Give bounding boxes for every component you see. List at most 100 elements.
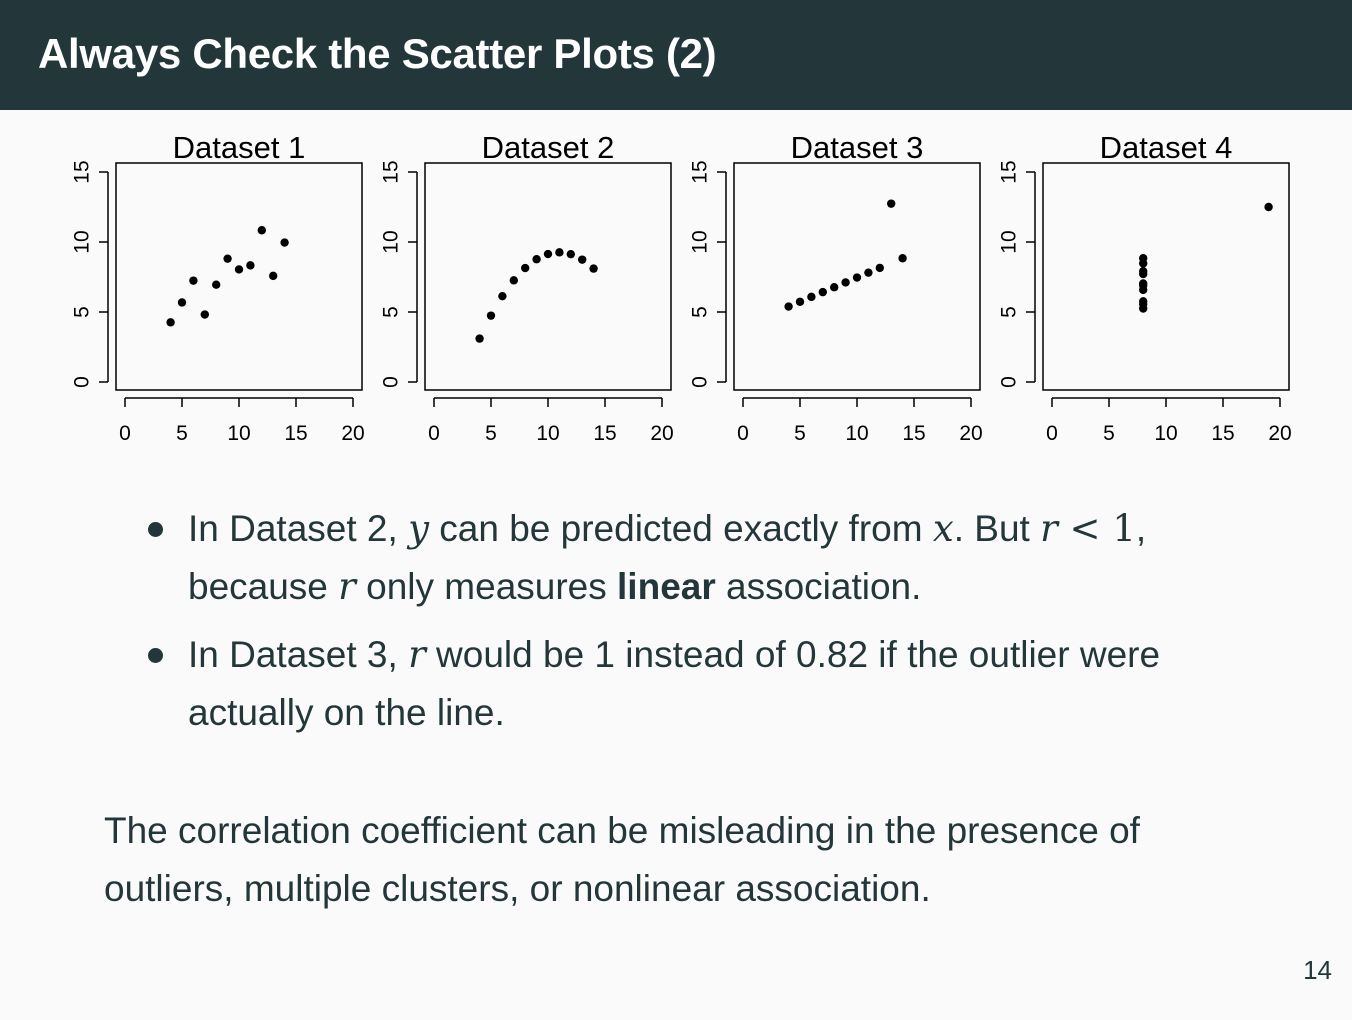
plot-frame (115, 162, 363, 391)
x-tick-label: 10 (1154, 422, 1177, 445)
x-tick-label: 20 (1268, 422, 1291, 445)
y-tick-label: 0 (998, 376, 1021, 388)
x-tick-label: 15 (902, 422, 925, 445)
data-point (246, 261, 255, 270)
plot-title: Dataset 1 (173, 130, 306, 165)
y-tick-label: 0 (71, 376, 94, 388)
data-point (177, 298, 187, 307)
y-tick-label: 15 (71, 160, 94, 183)
y-tick-label: 0 (689, 376, 712, 388)
data-point (521, 263, 530, 273)
x-tick-label: 5 (794, 422, 806, 445)
data-point (532, 255, 541, 264)
data-point (166, 318, 175, 327)
plot-title: Dataset 4 (1100, 130, 1233, 165)
data-point (898, 254, 907, 263)
data-point (1264, 202, 1273, 212)
x-tick-label: 0 (1046, 422, 1058, 445)
data-point (795, 297, 805, 306)
y-tick-label: 15 (380, 160, 403, 183)
data-point (486, 311, 496, 320)
y-tick-label: 0 (380, 376, 403, 388)
data-point (887, 199, 896, 208)
plot-title: Dataset 3 (791, 130, 924, 165)
data-point (555, 248, 564, 257)
bullet-text: . But (953, 508, 1041, 549)
data-point (864, 268, 873, 277)
y-tick-label: 10 (998, 230, 1021, 253)
slide-title: Always Check the Scatter Plots (2) (38, 30, 717, 77)
bullet-text: In Dataset 3, (188, 634, 409, 675)
bullet-text: can be predicted exactly from (428, 508, 933, 549)
data-point (852, 273, 862, 282)
data-point (841, 278, 850, 287)
data-point (818, 287, 827, 297)
x-tick-label: 15 (284, 422, 307, 445)
data-point (578, 255, 587, 264)
bullet-text: In Dataset 2, (188, 508, 409, 549)
plot-frame (733, 162, 981, 391)
y-tick-label: 5 (71, 306, 94, 318)
bullet-icon (148, 648, 163, 663)
math-y: y (408, 507, 429, 550)
scatter-plots: Dataset 1 0 5 10 15 20 0 5 10 15 Dataset 2 0 5 10 15 20… (71, 130, 1292, 445)
bullet-text: only measures (355, 566, 618, 607)
data-point (257, 226, 266, 235)
data-point (475, 334, 484, 343)
data-point (189, 276, 198, 285)
y-tick-label: 5 (689, 306, 712, 318)
data-point (498, 291, 507, 301)
math-less-than-one: < 1 (1057, 507, 1136, 550)
data-point (269, 271, 278, 281)
y-tick-label: 15 (998, 160, 1021, 183)
y-tick-label: 5 (998, 306, 1021, 318)
y-tick-label: 15 (689, 160, 712, 183)
data-point (509, 276, 518, 285)
data-point (807, 292, 816, 302)
data-point (200, 310, 209, 319)
data-point (1139, 259, 1148, 268)
y-tick-label: 10 (689, 230, 712, 253)
plot-frame (1042, 162, 1290, 391)
x-tick-label: 20 (341, 422, 364, 445)
bullet-text: would be 1 instead of 0.82 if the outlie… (188, 634, 1161, 733)
plot-title: Dataset 2 (482, 130, 615, 165)
x-tick-label: 20 (959, 422, 982, 445)
bold-linear: linear (617, 566, 716, 607)
x-tick-label: 15 (593, 422, 616, 445)
bullet-item: In Dataset 2, y can be predicted exactly… (138, 500, 1258, 616)
y-tick-label: 10 (71, 230, 94, 253)
x-tick-label: 0 (119, 422, 131, 445)
x-tick-label: 5 (485, 422, 497, 445)
data-point (212, 280, 221, 289)
summary-text: The correlation coefficient can be misle… (104, 810, 1140, 909)
data-point (1139, 281, 1148, 290)
x-tick-label: 0 (737, 422, 749, 445)
math-r: r (1040, 507, 1058, 550)
y-tick-label: 5 (380, 306, 403, 318)
x-tick-label: 10 (536, 422, 559, 445)
math-r: r (408, 633, 426, 676)
math-x: x (932, 507, 954, 550)
data-point (280, 238, 289, 247)
y-tick-label: 10 (380, 230, 403, 253)
x-tick-label: 5 (176, 422, 188, 445)
math-r: r (338, 565, 356, 608)
bullet-list: In Dataset 2, y can be predicted exactly… (138, 500, 1258, 752)
data-point (1139, 267, 1148, 276)
bullet-text: because (188, 566, 339, 607)
bullet-item: In Dataset 3, r would be 1 instead of 0.… (138, 626, 1258, 742)
plot-frame (424, 162, 672, 391)
data-point (784, 302, 793, 311)
data-point (589, 264, 598, 273)
bullet-text: association. (715, 566, 922, 607)
data-point (830, 283, 839, 292)
bullet-text: , (1135, 508, 1147, 549)
x-tick-label: 20 (650, 422, 673, 445)
data-point (543, 249, 553, 259)
data-point (234, 265, 244, 274)
x-tick-label: 10 (845, 422, 868, 445)
x-tick-label: 10 (227, 422, 250, 445)
page-number: 14 (1303, 955, 1332, 985)
bullet-icon (148, 522, 163, 537)
